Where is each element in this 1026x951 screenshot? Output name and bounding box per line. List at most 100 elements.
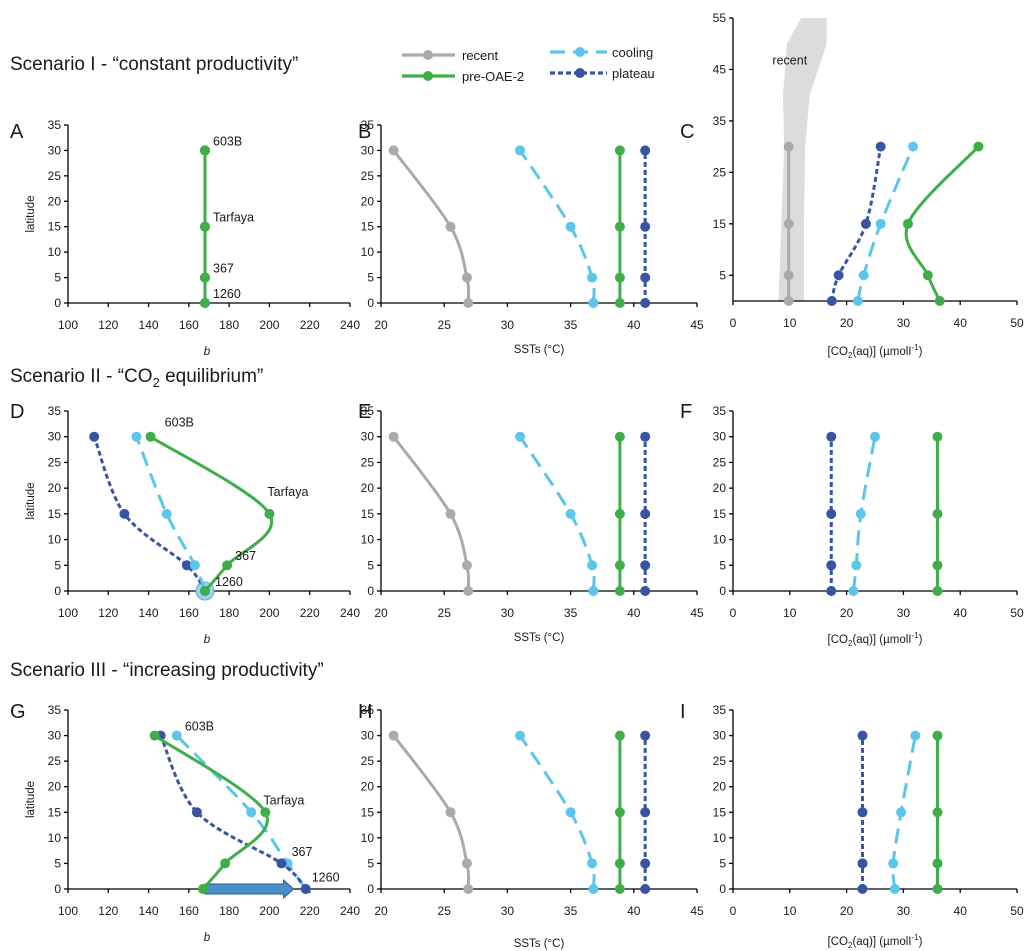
y-tick-label: 10 xyxy=(713,533,727,547)
data-point-cool xyxy=(161,508,172,519)
y-tick-label: 0 xyxy=(54,882,61,896)
x-tick-label: 30 xyxy=(897,606,911,620)
y-tick-label: 20 xyxy=(48,780,62,794)
band-label: recent xyxy=(772,53,807,67)
series-line-recent xyxy=(392,435,471,592)
data-point-plat xyxy=(875,141,886,152)
data-point-cool xyxy=(908,141,919,152)
y-tick-label: 20 xyxy=(713,780,727,794)
series-line-recent xyxy=(392,149,471,304)
y-axis-label: latitude xyxy=(25,781,37,818)
x-tick-label: 100 xyxy=(58,606,78,620)
data-point-plat xyxy=(826,560,837,571)
y-tick-label: 5 xyxy=(719,856,726,870)
y-tick-label: 15 xyxy=(48,507,62,521)
series-line-cool xyxy=(518,435,596,592)
y-tick-label: 5 xyxy=(367,558,374,572)
data-point-pre xyxy=(614,221,625,232)
y-tick-label: 0 xyxy=(54,584,61,598)
data-point-recent xyxy=(783,270,794,281)
data-point-cool xyxy=(587,560,598,571)
data-point-pre xyxy=(934,296,945,306)
y-tick-label: 10 xyxy=(48,533,62,547)
data-point-recent xyxy=(388,145,399,156)
data-point-cool xyxy=(171,730,182,741)
data-point-plat xyxy=(640,858,651,869)
data-point-plat xyxy=(833,270,844,281)
y-tick-label: 5 xyxy=(367,856,374,870)
data-point-pre xyxy=(922,270,933,281)
scenario-2-title: Scenario II - “CO2 equilibrium” xyxy=(10,366,263,390)
y-tick-label: 5 xyxy=(367,271,374,285)
y-tick-label: 10 xyxy=(48,245,62,259)
site-label: 367 xyxy=(235,549,256,563)
panel-label-F: F xyxy=(680,401,692,423)
x-tick-label: 50 xyxy=(1010,606,1024,620)
data-point-cool xyxy=(588,586,599,596)
x-tick-label: 35 xyxy=(564,904,578,918)
data-point-recent xyxy=(461,272,472,283)
data-point-pre xyxy=(932,884,943,894)
y-tick-label: 25 xyxy=(713,754,727,768)
y-tick-label: 0 xyxy=(367,882,374,896)
x-tick-label: 25 xyxy=(438,318,452,332)
y-tick-label: 10 xyxy=(713,831,727,845)
x-tick-label: 20 xyxy=(840,904,854,918)
x-tick-label: 30 xyxy=(501,318,515,332)
y-tick-label: 30 xyxy=(48,729,62,743)
x-tick-label: 140 xyxy=(139,904,159,918)
data-point-cool xyxy=(515,431,526,442)
y-tick-label: 10 xyxy=(361,245,375,259)
series-line-plat xyxy=(830,146,883,302)
data-point-pre xyxy=(932,730,943,741)
data-point-plat xyxy=(640,145,651,156)
x-tick-label: 0 xyxy=(730,904,737,918)
data-point-plat xyxy=(857,730,868,741)
y-tick-label: 35 xyxy=(361,703,375,717)
y-tick-label: 25 xyxy=(361,455,375,469)
data-point-cool xyxy=(587,272,598,283)
y-tick-label: 30 xyxy=(48,143,62,157)
y-tick-label: 20 xyxy=(713,481,727,495)
x-tick-label: 0 xyxy=(730,316,737,330)
data-point-pre xyxy=(614,560,625,571)
data-point-cool xyxy=(888,858,899,869)
y-tick-label: 10 xyxy=(361,533,375,547)
y-tick-label: 15 xyxy=(361,805,375,819)
data-point-cool xyxy=(852,296,863,306)
x-tick-label: 140 xyxy=(139,606,159,620)
site-label: 1260 xyxy=(213,287,241,301)
data-point-plat xyxy=(640,586,651,596)
data-point-pre xyxy=(614,730,625,741)
data-point-recent xyxy=(463,298,474,308)
panel-B: B 0 5 10 15 20 25 30 35 20 25 30 35 40 45 SSTs (°C) xyxy=(358,118,704,356)
x-axis-label: SSTs (°C) xyxy=(514,344,565,356)
data-point-cool xyxy=(587,858,598,869)
x-tick-label: 240 xyxy=(340,318,360,332)
data-point-pre xyxy=(614,272,625,283)
x-tick-label: 25 xyxy=(438,904,452,918)
x-tick-label: 160 xyxy=(179,904,199,918)
data-point-plat xyxy=(640,560,651,571)
data-point-plat xyxy=(860,218,871,229)
x-axis-label: SSTs (°C) xyxy=(514,632,565,644)
site-label: 603B xyxy=(165,415,194,429)
y-tick-label: 35 xyxy=(48,404,62,418)
data-point-pre xyxy=(614,884,625,894)
site-label: 1260 xyxy=(312,870,340,884)
panel-label-G: G xyxy=(10,701,26,723)
x-tick-label: 180 xyxy=(219,904,239,918)
series-line-cool xyxy=(175,734,307,890)
data-point-pre xyxy=(614,508,625,519)
x-tick-label: 160 xyxy=(179,606,199,620)
x-tick-label: 10 xyxy=(783,316,797,330)
data-point-plat xyxy=(640,730,651,741)
data-point-cool xyxy=(189,560,200,571)
y-tick-label: 35 xyxy=(713,114,727,128)
y-tick-label: 25 xyxy=(713,165,727,179)
x-tick-label: 200 xyxy=(259,318,279,332)
data-point-plat xyxy=(857,807,868,818)
x-axis-label: [CO2(aq)] (µmolI-1) xyxy=(828,343,923,360)
series-line-cool xyxy=(518,149,596,304)
data-point-pre xyxy=(932,858,943,869)
